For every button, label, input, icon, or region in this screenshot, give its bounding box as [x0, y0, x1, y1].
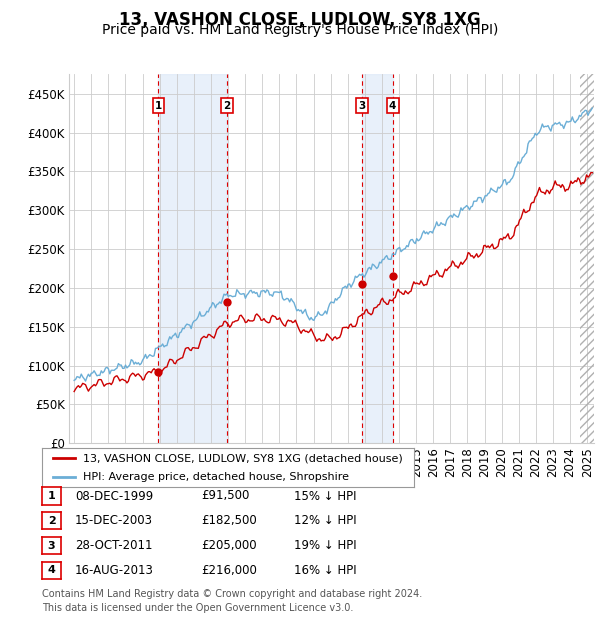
Text: 15-DEC-2003: 15-DEC-2003	[75, 515, 153, 527]
Text: £205,000: £205,000	[201, 539, 257, 552]
Text: £216,000: £216,000	[201, 564, 257, 577]
Text: 3: 3	[358, 101, 365, 111]
Bar	[580, 74, 594, 443]
Text: 2: 2	[48, 516, 55, 526]
Text: 3: 3	[48, 541, 55, 551]
Text: HPI: Average price, detached house, Shropshire: HPI: Average price, detached house, Shro…	[83, 472, 349, 482]
Text: 1: 1	[155, 101, 162, 111]
Text: £91,500: £91,500	[201, 490, 250, 502]
Text: £182,500: £182,500	[201, 515, 257, 527]
Bar	[580, 74, 594, 443]
Text: 28-OCT-2011: 28-OCT-2011	[75, 539, 152, 552]
Text: 15% ↓ HPI: 15% ↓ HPI	[294, 490, 356, 502]
Text: Contains HM Land Registry data © Crown copyright and database right 2024.
This d: Contains HM Land Registry data © Crown c…	[42, 590, 422, 613]
Text: 19% ↓ HPI: 19% ↓ HPI	[294, 539, 356, 552]
Text: 12% ↓ HPI: 12% ↓ HPI	[294, 515, 356, 527]
Text: 13, VASHON CLOSE, LUDLOW, SY8 1XG (detached house): 13, VASHON CLOSE, LUDLOW, SY8 1XG (detac…	[83, 453, 403, 463]
Text: 4: 4	[389, 101, 396, 111]
Text: 2: 2	[224, 101, 231, 111]
Text: Price paid vs. HM Land Registry's House Price Index (HPI): Price paid vs. HM Land Registry's House …	[102, 23, 498, 37]
Text: 16% ↓ HPI: 16% ↓ HPI	[294, 564, 356, 577]
Text: 08-DEC-1999: 08-DEC-1999	[75, 490, 153, 502]
Bar	[362, 74, 392, 443]
Bar	[158, 74, 227, 443]
Text: 16-AUG-2013: 16-AUG-2013	[75, 564, 154, 577]
Text: 1: 1	[48, 491, 55, 501]
Text: 13, VASHON CLOSE, LUDLOW, SY8 1XG: 13, VASHON CLOSE, LUDLOW, SY8 1XG	[119, 11, 481, 29]
Text: 4: 4	[47, 565, 56, 575]
